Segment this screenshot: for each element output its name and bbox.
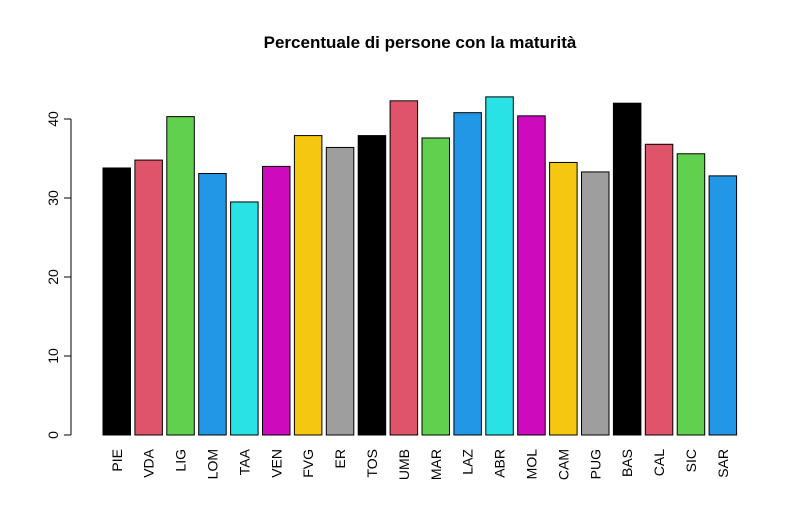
bar-mar: [421, 137, 450, 436]
bar-pie: [102, 167, 131, 436]
y-tick-label: 10: [45, 348, 61, 364]
x-tick-label: FVG: [300, 449, 316, 478]
x-tick-label: ER: [332, 449, 348, 468]
x-tick-label: TAA: [236, 448, 252, 475]
bar-tos: [357, 135, 387, 436]
bar-ven: [262, 165, 291, 436]
x-tick-label: SAR: [715, 449, 731, 478]
bar-umb: [389, 100, 419, 436]
bar-lom: [198, 173, 227, 436]
y-tick-label: 30: [45, 190, 61, 206]
x-tick-label: VEN: [268, 449, 284, 478]
x-axis-labels: PIE VDA LIG LOM TAA VEN FVG ER TOS UMB MAR LAZ ABR MO…: [109, 448, 731, 480]
bar-lig: [166, 116, 195, 436]
y-axis: 0 10 20 30 40: [45, 111, 72, 439]
bar-bas: [612, 102, 642, 436]
bar-mol: [517, 115, 546, 436]
x-tick-label: SIC: [683, 449, 699, 472]
x-tick-label: MOL: [523, 449, 539, 480]
y-tick-label: 40: [45, 111, 61, 127]
bar-pug: [581, 171, 610, 436]
x-tick-label: VDA: [141, 448, 157, 477]
x-tick-label: CAM: [555, 449, 571, 480]
y-tick-label: 20: [45, 269, 61, 285]
x-tick-label: LOM: [204, 449, 220, 479]
x-tick-label: MAR: [428, 449, 444, 480]
bar-sar: [708, 175, 738, 436]
x-tick-label: LAZ: [460, 449, 476, 475]
x-tick-label: PUG: [587, 449, 603, 479]
bar-er: [325, 146, 355, 436]
bar-abr: [485, 96, 514, 436]
bar-laz: [453, 112, 482, 436]
x-tick-label: TOS: [364, 449, 380, 478]
x-tick-label: CAL: [651, 449, 667, 476]
bar-cam: [549, 161, 578, 436]
bars: [102, 96, 738, 436]
bar-cal: [644, 143, 674, 436]
x-tick-label: LIG: [173, 449, 189, 472]
y-tick-label: 0: [45, 431, 61, 439]
bar-vda: [134, 159, 163, 436]
bar-sic: [676, 153, 706, 436]
x-tick-label: UMB: [396, 449, 412, 480]
x-tick-label: ABR: [492, 449, 508, 478]
bar-fvg: [293, 135, 323, 436]
x-tick-label: PIE: [109, 449, 125, 472]
x-tick-label: BAS: [619, 449, 635, 477]
chart-title: Percentuale di persone con la maturità: [264, 33, 577, 52]
bar-taa: [230, 201, 259, 436]
